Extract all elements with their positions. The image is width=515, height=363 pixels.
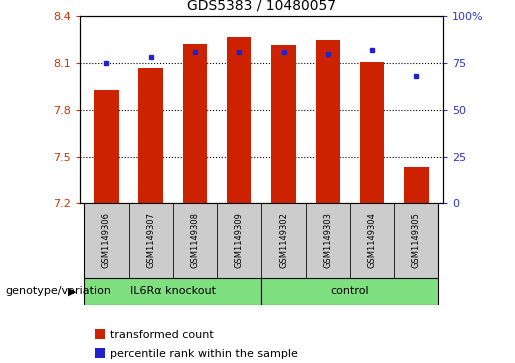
Text: GSM1149307: GSM1149307 [146, 212, 155, 269]
Bar [84, 203, 129, 278]
Bar [305, 203, 350, 278]
Bar [271, 45, 296, 203]
Bar [139, 68, 163, 203]
Bar [404, 167, 428, 203]
Text: GSM1149303: GSM1149303 [323, 212, 332, 269]
Text: IL6Rα knockout: IL6Rα knockout [130, 286, 216, 296]
Bar [227, 37, 251, 203]
Text: control: control [331, 286, 369, 296]
Text: GSM1149306: GSM1149306 [102, 212, 111, 269]
Bar [129, 203, 173, 278]
Bar [316, 40, 340, 203]
Bar [183, 44, 207, 203]
Bar [173, 203, 217, 278]
Text: percentile rank within the sample: percentile rank within the sample [110, 349, 298, 359]
Text: transformed count: transformed count [110, 330, 213, 340]
Text: genotype/variation: genotype/variation [5, 286, 111, 296]
Bar [350, 203, 394, 278]
Bar [360, 61, 384, 203]
Bar [217, 203, 262, 278]
Bar [262, 203, 305, 278]
Text: ▶: ▶ [68, 286, 76, 296]
Title: GDS5383 / 10480057: GDS5383 / 10480057 [187, 0, 336, 12]
Bar [94, 90, 118, 203]
Text: GSM1149309: GSM1149309 [235, 213, 244, 268]
Bar [262, 278, 438, 305]
Bar [84, 278, 261, 305]
Text: GSM1149302: GSM1149302 [279, 213, 288, 268]
Bar [394, 203, 438, 278]
Text: GSM1149304: GSM1149304 [368, 213, 376, 268]
Text: GSM1149305: GSM1149305 [412, 213, 421, 268]
Text: GSM1149308: GSM1149308 [191, 212, 199, 269]
